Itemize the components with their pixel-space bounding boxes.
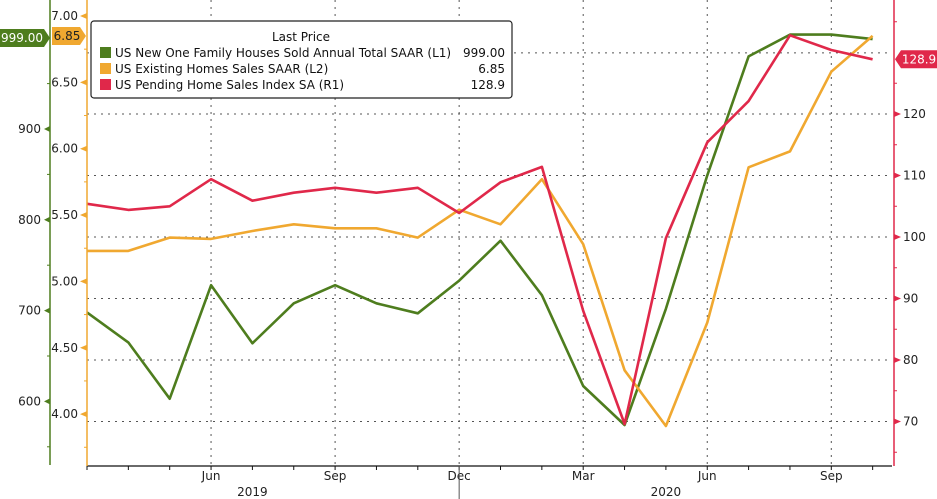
l2-tick-label: 4.00	[51, 407, 78, 421]
legend-label: US Pending Home Sales Index SA (R1)	[115, 78, 344, 92]
l2-tick-marker	[80, 145, 87, 152]
series-line-l2	[87, 34, 874, 428]
r1-tick-label: 80	[903, 353, 918, 367]
l1-tick-label: 900	[18, 122, 41, 136]
legend-swatch	[100, 47, 111, 58]
l2-tick-label: 5.50	[51, 208, 78, 222]
l2-tick-label: 5.00	[51, 274, 78, 288]
r1-tick-label: 120	[903, 107, 926, 121]
l1-tick-label: 600	[18, 394, 41, 408]
l2-tick-marker	[80, 13, 87, 19]
r1-tick-marker	[894, 295, 901, 302]
r1-tick-label: 70	[903, 415, 918, 429]
l2-tick-label: 6.50	[51, 75, 78, 89]
l2-tick-marker	[80, 344, 87, 351]
r1-tick-marker	[894, 418, 901, 425]
x-tick-label: Jun	[201, 469, 221, 483]
legend-value: 128.9	[471, 78, 505, 92]
r1-tick-label: 110	[903, 169, 926, 183]
x-tick-label: Jun	[697, 469, 717, 483]
legend-value: 6.85	[478, 62, 505, 76]
x-tick-label: Sep	[324, 469, 347, 483]
legend-label: US Existing Homes Sales SAAR (L2)	[115, 62, 328, 76]
x-tick-label: Mar	[572, 469, 595, 483]
l2-tick-marker	[80, 278, 87, 285]
l2-tick-marker	[80, 411, 87, 418]
series-line-r1	[86, 33, 873, 426]
series-layer	[86, 33, 874, 428]
l2-tick-label: 4.50	[51, 341, 78, 355]
l2-tick-label: 7.00	[51, 9, 78, 23]
l1-tick-marker	[44, 307, 50, 314]
series-line-l1	[86, 33, 873, 427]
l1-tick-label: 700	[18, 304, 41, 318]
legend-title: Last Price	[272, 30, 330, 44]
l1-tick-marker	[44, 398, 50, 405]
legend: Last Price US New One Family Houses Sold …	[90, 20, 513, 99]
l2-tick-label: 6.00	[51, 142, 78, 156]
l1-tick-marker	[44, 216, 50, 223]
x-year-label: 2019	[237, 485, 268, 499]
last-value-tags: 999.00 6.85 128.9	[0, 27, 937, 69]
x-tick-label: Sep	[820, 469, 843, 483]
r1-tick-label: 90	[903, 292, 918, 306]
r1-tick-marker	[894, 234, 901, 240]
r1-tick-label: 100	[903, 230, 926, 244]
r1-tick-marker	[894, 111, 901, 117]
r1-tick-marker	[894, 357, 901, 363]
legend-swatch	[100, 63, 111, 74]
legend-label: US New One Family Houses Sold Annual Tot…	[115, 46, 451, 60]
legend-box	[90, 20, 513, 99]
r1-tick-marker	[894, 172, 901, 179]
l2-tick-marker	[80, 79, 87, 86]
r1-last-value-text: 128.9	[902, 52, 936, 66]
l1-last-value-text: 999.00	[1, 31, 43, 45]
l2-tick-marker	[80, 212, 87, 219]
l1-tick-label: 800	[18, 213, 41, 227]
l2-last-value-tag	[52, 27, 86, 45]
l2-last-value-text: 6.85	[54, 29, 81, 43]
l1-tick-marker	[44, 126, 50, 132]
legend-swatch	[100, 79, 111, 90]
l1-last-value-tag	[0, 29, 50, 47]
x-year-label: 2020	[651, 485, 682, 499]
legend-value: 999.00	[463, 46, 505, 60]
r1-last-value-tag	[895, 50, 937, 69]
